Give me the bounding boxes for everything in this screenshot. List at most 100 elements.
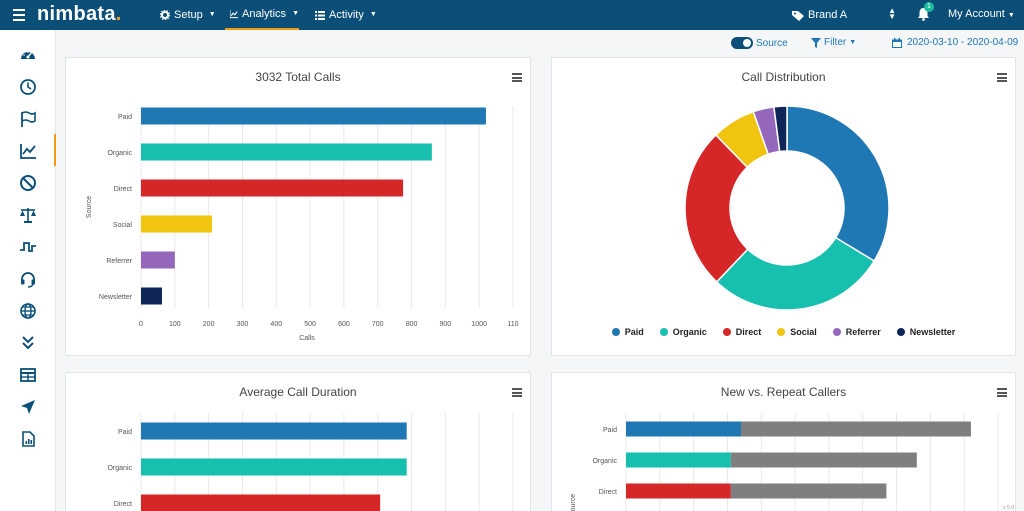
y-axis-title: Source [570,494,577,511]
nav-setup-label: Setup [174,9,203,21]
line-chart-icon[interactable] [19,142,37,160]
nav-setup[interactable]: Setup ▼ [160,0,216,30]
bar-direct [141,179,404,197]
y-tick-label: Direct [114,186,132,193]
globe-icon[interactable] [19,302,37,320]
report-icon[interactable] [19,430,37,448]
legend-item-newsletter[interactable]: Newsletter [896,327,955,337]
legend-marker [611,328,620,336]
total-calls-chart: Paid Organic Direct Social Referrer Newslette… [86,106,519,342]
legend-item-social[interactable]: Social [777,327,817,337]
menu-toggle-icon[interactable] [13,9,25,21]
filter-button[interactable]: Filter ▼ [811,37,856,48]
bar-paid-segment [740,421,971,437]
brand-select-value: Brand A [808,9,848,21]
legend-marker [896,328,905,336]
caret-down-icon: ▼ [1007,12,1015,19]
new-vs-repeat-panel: New vs. Repeat Callers Paid Organic Direct… [551,372,1016,511]
chart-menu-icon[interactable] [512,73,522,82]
chart-menu-icon[interactable] [512,388,522,397]
gear-icon [160,10,170,20]
call-distribution-panel: Call Distribution Paid Organic Direct Socia… [551,57,1016,356]
x-tick-label: 900 [440,321,452,328]
sidebar [0,30,56,511]
clock-icon[interactable] [19,78,37,96]
paper-plane-icon[interactable] [19,398,37,416]
nav-activity[interactable]: Activity ▼ [315,0,377,30]
x-tick-label: 400 [270,321,282,328]
nav-analytics[interactable]: Analytics ▼ [225,0,299,30]
y-tick-label: Direct [114,501,132,508]
x-tick-label: 100 [169,321,181,328]
y-tick-label: Social [113,222,133,229]
caret-down-icon: ▼ [369,11,377,18]
bar-organic [141,458,407,476]
brand-select[interactable]: Brand A ▲ ▼ [792,0,898,30]
total-calls-title: 3032 Total Calls [255,70,341,84]
logo-text: nimbata [37,3,116,25]
bar-newsletter [141,287,162,305]
list-icon [315,11,325,20]
legend-item-direct[interactable]: Direct [722,327,762,337]
legend-marker [777,328,786,336]
x-tick-label: 800 [406,321,418,328]
average-duration-chart: Paid Organic Direct [107,413,514,511]
new-vs-repeat-chart: Paid Organic Direct Source [570,413,999,511]
bar-organic [141,143,432,161]
date-range-picker[interactable]: 2020-03-10 - 2020-04-09 [892,37,1018,48]
x-tick-label: 300 [237,321,249,328]
legend-marker [832,328,841,336]
bar-referrer [141,251,175,269]
caret-down-icon: ▼ [849,39,857,46]
notification-badge: 1 [924,2,934,12]
filter-bar: Source Filter ▼ 2020-03-10 - 2020-04-09 [56,30,1024,57]
sidebar-active-indicator [54,134,56,166]
bar-direct-segment [730,483,887,499]
x-axis-title: Calls [299,335,315,342]
bar-direct [141,494,381,511]
bar-social [141,215,213,233]
legend-item-referrer[interactable]: Referrer [832,327,881,337]
legend-marker [659,328,668,336]
bar-direct-segment [626,483,731,499]
y-tick-label: Referrer [106,258,132,265]
date-range-value: 2020-03-10 - 2020-04-09 [907,37,1019,48]
logo[interactable]: nimbata. [37,3,122,26]
notifications-bell[interactable]: 1 [917,2,934,21]
new-vs-repeat-title: New vs. Repeat Callers [720,385,847,399]
legend-item-paid[interactable]: Paid [611,327,644,337]
x-tick-label: 500 [304,321,316,328]
chart-menu-icon[interactable] [997,388,1007,397]
filter-label: Filter [824,37,847,48]
total-calls-panel: 3032 Total Calls Paid Organic Direct Social… [65,57,531,356]
block-icon[interactable] [19,174,37,192]
top-navbar: nimbata. Setup ▼ Analytics ▼ Activity ▼ Bra… [0,0,1024,30]
y-tick-label: Organic [107,150,132,157]
account-menu[interactable]: My Account ▼ [948,0,1015,30]
y-tick-label: Organic [592,458,617,465]
flag-icon[interactable] [19,110,37,128]
area-chart-icon [230,9,239,19]
legend-marker [722,328,731,336]
call-distribution-title: Call Distribution [741,70,826,84]
legend-label: Paid [624,327,644,337]
x-tick-label: 700 [372,321,384,328]
y-axis-title: Source [86,196,93,218]
headset-icon[interactable] [19,270,37,288]
nav-activity-label: Activity [329,9,364,21]
legend-item-organic[interactable]: Organic [659,327,707,337]
pulse-icon[interactable] [19,238,37,256]
call-distribution-legend: Paid Organic Direct Social Referrer Newslette… [552,327,1015,337]
chevrons-down-icon[interactable] [19,334,37,352]
table-icon[interactable] [19,366,37,384]
x-tick-label: 110 [507,321,518,328]
bar-paid [141,107,486,125]
slice-organic [715,236,876,311]
average-duration-panel: Average Call Duration Paid Organic Direct [65,372,531,511]
scale-icon[interactable] [19,206,37,224]
source-toggle[interactable] [731,37,753,49]
chart-menu-icon[interactable] [997,73,1007,82]
legend-label: Direct [735,327,762,337]
gauge-icon[interactable] [19,46,37,64]
caret-down-icon: ▼ [292,10,299,17]
